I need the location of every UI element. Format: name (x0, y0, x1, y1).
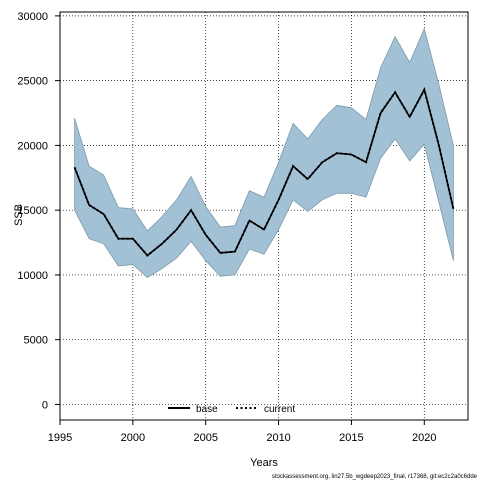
x-tick-label: 2010 (266, 432, 290, 444)
x-tick-label: 1995 (48, 432, 72, 444)
legend-label-base: base (196, 404, 218, 415)
x-axis: 1995 2000 2005 2010 2015 2020 (48, 420, 437, 444)
y-tick-label: 10000 (17, 270, 48, 282)
confidence-band (74, 27, 454, 278)
y-tick-label: 25000 (17, 76, 48, 88)
x-tick-label: 2020 (412, 432, 436, 444)
series-base-line (73, 87, 455, 257)
x-tick-label: 2000 (121, 432, 145, 444)
y-tick-label: 15000 (17, 205, 48, 217)
legend: base current (168, 404, 295, 415)
y-axis-title: SSB (13, 204, 25, 226)
x-tick-label: 2015 (339, 432, 363, 444)
x-axis-title: Years (250, 457, 278, 469)
y-tick-label: 20000 (17, 140, 48, 152)
x-tick-label: 2005 (193, 432, 217, 444)
y-tick-label: 5000 (24, 335, 48, 347)
plot-frame (59, 11, 469, 421)
footer-text: stockassessment.org, lin27.5b_wgdeep2023… (272, 474, 478, 480)
y-tick-label: 0 (42, 399, 48, 411)
y-axis: 0 5000 10000 15000 20000 25000 30000 (17, 11, 60, 411)
y-tick-label: 30000 (17, 11, 48, 23)
legend-label-current: current (264, 404, 295, 415)
